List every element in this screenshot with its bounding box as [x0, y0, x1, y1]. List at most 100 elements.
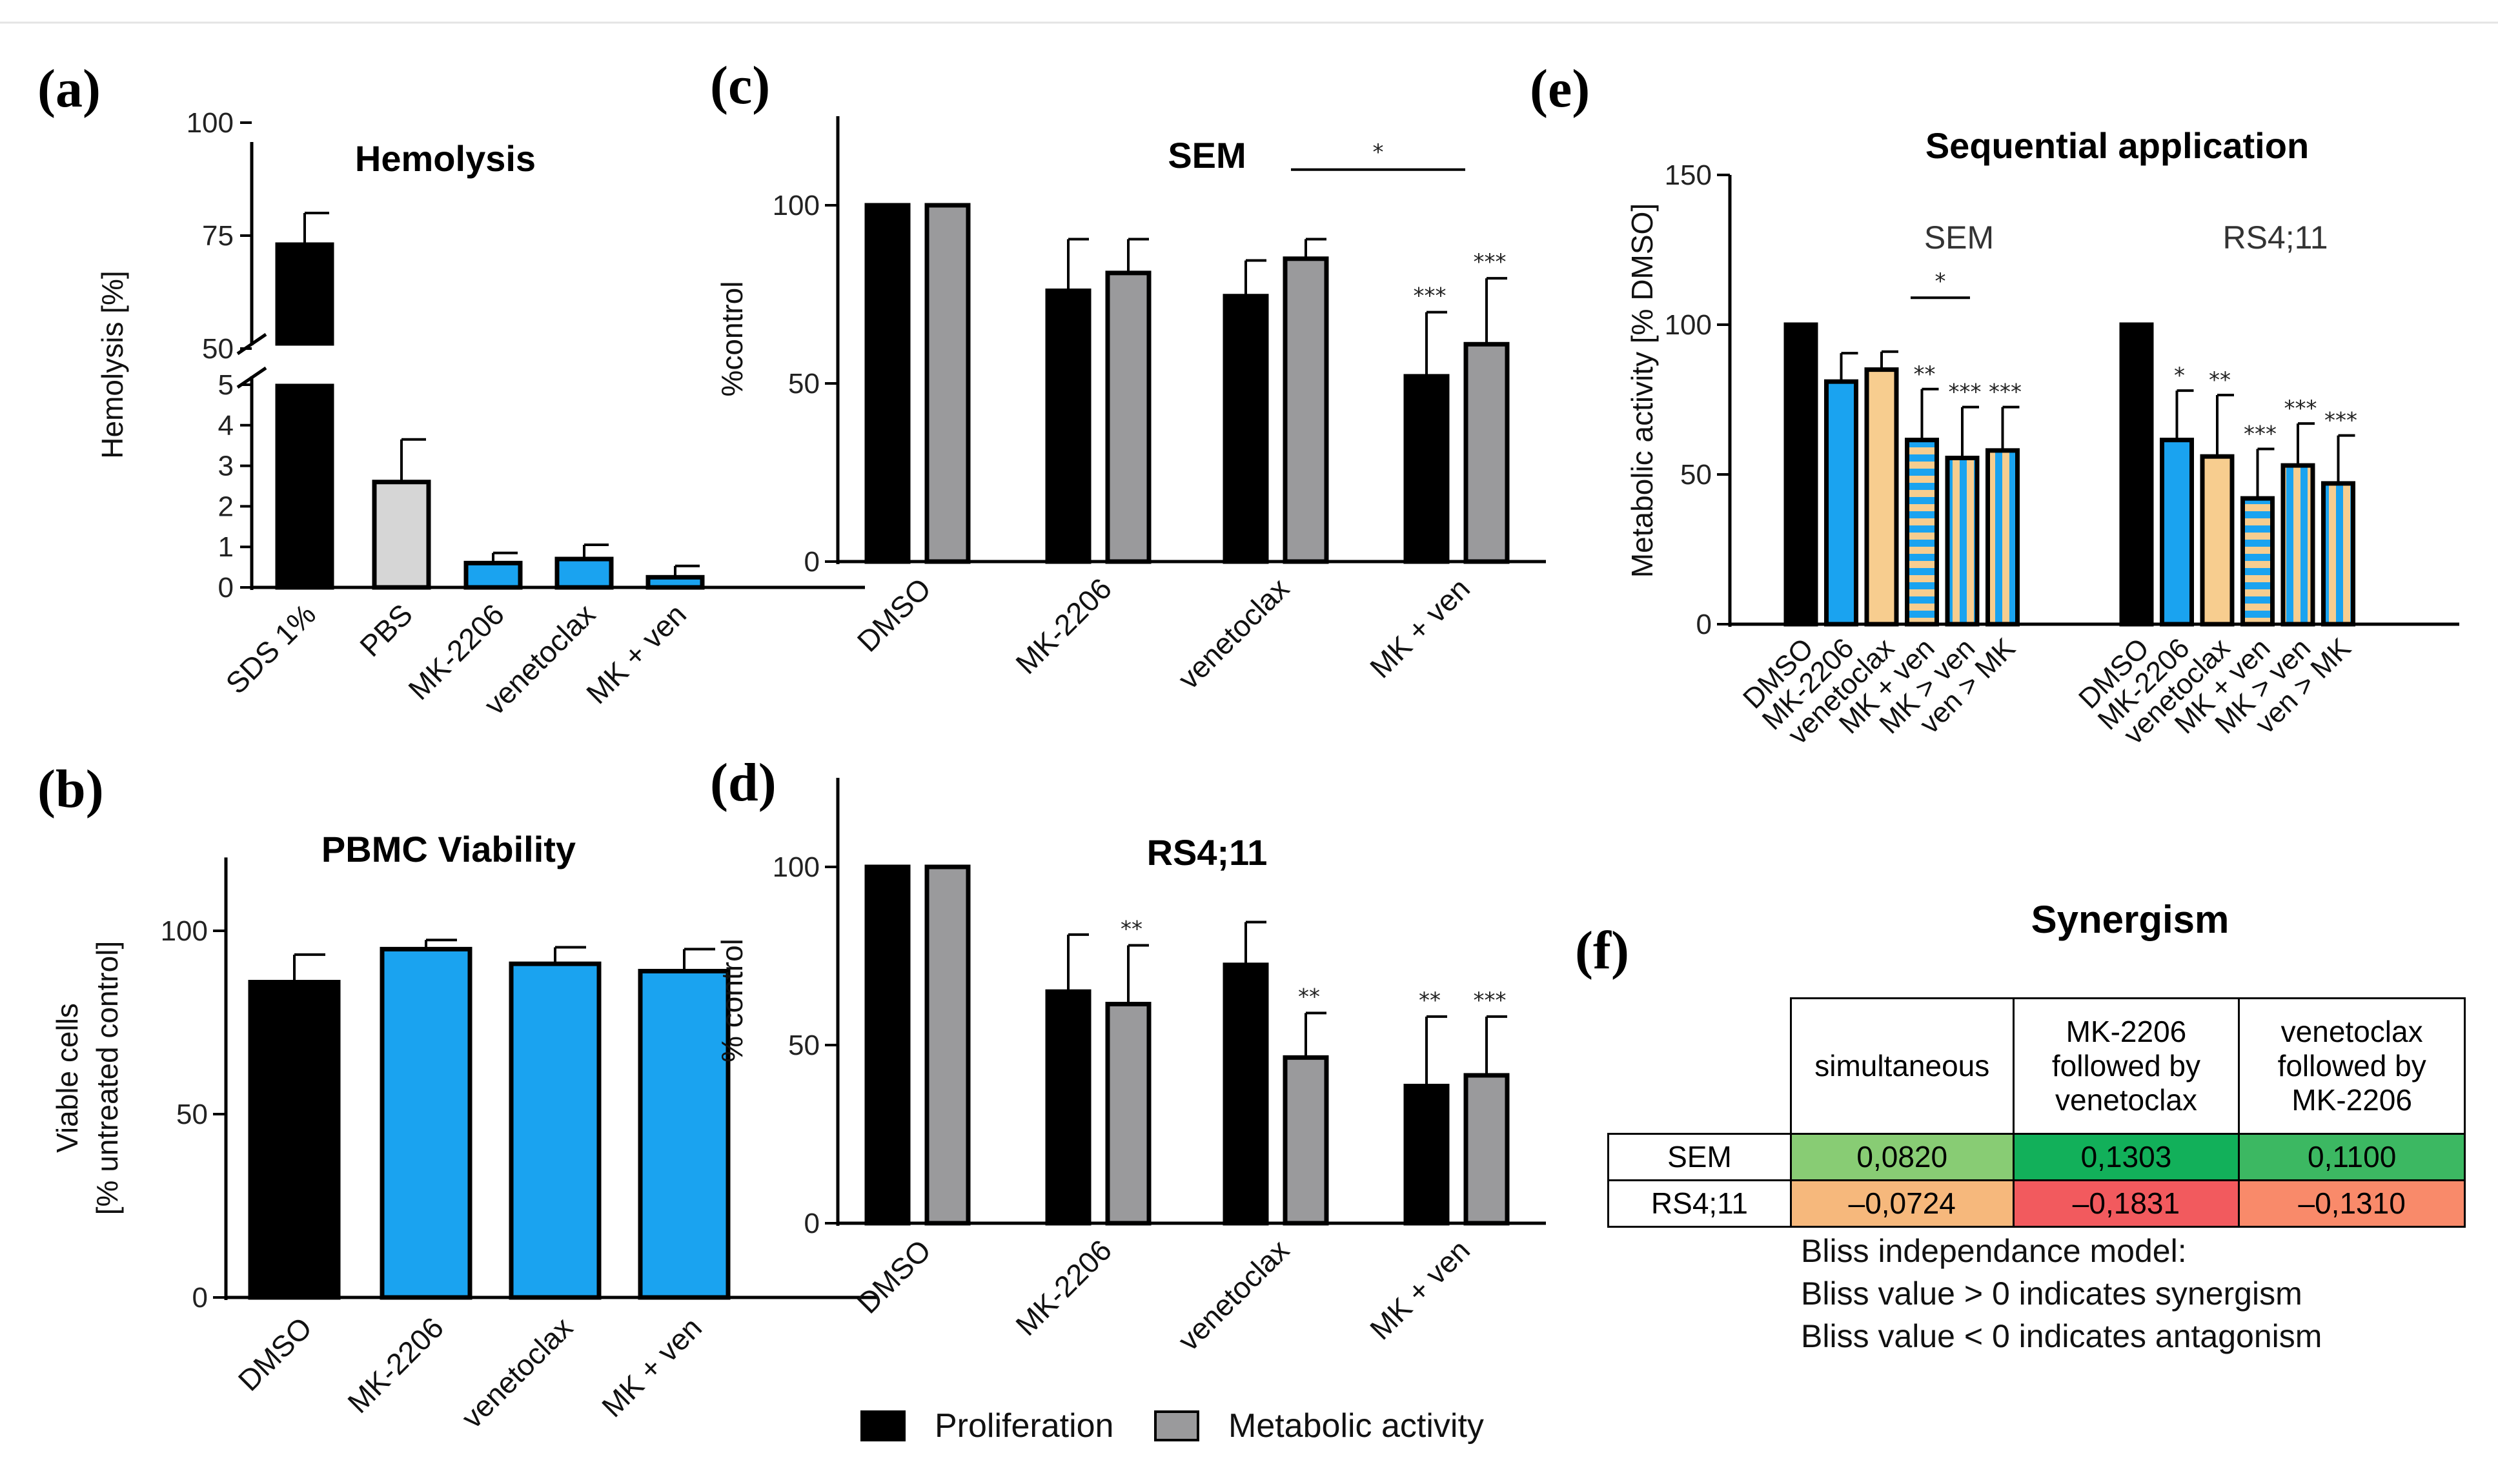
panel-label: (a)	[37, 59, 101, 119]
tick-label: venetoclax	[1172, 571, 1295, 695]
bar	[1985, 448, 2020, 627]
bar	[275, 242, 334, 346]
bar	[2160, 438, 2194, 627]
significance-stars: ***	[2324, 408, 2357, 434]
tick-label: 100	[187, 107, 234, 139]
significance-stars: **	[1121, 916, 1142, 942]
tick-label: PBS	[353, 597, 419, 663]
bar	[1905, 438, 1939, 627]
tick-label: 0	[804, 546, 820, 578]
bar	[380, 946, 472, 1300]
chart-title: Sequential application	[1925, 125, 2309, 166]
significance-stars: *	[2174, 363, 2185, 389]
bar	[2200, 454, 2235, 627]
tick-label: 2	[218, 491, 234, 522]
bar	[509, 961, 602, 1300]
header-text: MK-2206	[2066, 1015, 2187, 1049]
tick-label: 50	[202, 333, 234, 365]
tick-label: 50	[788, 1030, 820, 1061]
bar	[248, 980, 341, 1300]
significance-stars: ***	[1989, 380, 2022, 405]
tick-label: 4	[218, 410, 234, 442]
header-text: followed by	[2051, 1049, 2201, 1083]
bar	[2321, 481, 2355, 627]
panel-label: (d)	[710, 753, 777, 813]
bar	[1105, 270, 1152, 564]
panel-c: (c) SEM 0 50 100 %control *** *** DMSO MK-2206 ven…	[710, 56, 1546, 696]
bar	[1403, 1083, 1450, 1226]
chart-title: PBMC Viability	[321, 829, 576, 869]
bar	[1463, 1073, 1510, 1226]
tick-label: 1	[218, 531, 234, 563]
row-label: SEM	[1607, 1133, 1792, 1181]
chart-title: Hemolysis	[355, 138, 536, 179]
significance-stars: ***	[1414, 283, 1447, 309]
bar	[1283, 256, 1329, 564]
header-text: venetoclax	[2280, 1015, 2423, 1049]
bar	[1223, 962, 1269, 1226]
tick-label: 50	[1680, 459, 1712, 491]
bar	[1403, 374, 1450, 564]
bar	[2240, 496, 2275, 627]
tick-label: venetoclax	[1172, 1233, 1295, 1357]
tick-label: 100	[773, 851, 820, 883]
panel-e: (e) Sequential application 0 50 100 150Metabo…	[1530, 59, 2459, 751]
tick-label: 0	[1696, 609, 1712, 640]
tick-label: 50	[788, 368, 820, 400]
bar	[1223, 294, 1269, 564]
significance-stars: ***	[1474, 249, 1507, 275]
bar	[924, 864, 971, 1226]
legend-label: Proliferation	[935, 1407, 1113, 1445]
bar	[1864, 367, 1899, 627]
tick-label: 0	[192, 1282, 208, 1314]
bar	[554, 556, 614, 590]
bar	[2119, 322, 2154, 627]
tick-label: MK + ven	[1363, 1233, 1476, 1346]
panel-label: (e)	[1530, 59, 1590, 119]
value-cell: 0,1303	[2012, 1133, 2240, 1181]
group-label: RS4;11	[2222, 219, 2328, 256]
value-cell: 0,1100	[2238, 1133, 2466, 1181]
synergism-table: simultaneous MK-2206 followed by venetocla…	[1607, 997, 2466, 1228]
header-text: MK-2206	[2291, 1083, 2412, 1117]
note-line: Bliss independance model:	[1801, 1233, 2187, 1269]
tick-label: venetoclax	[455, 1310, 579, 1434]
panel-b: (b) PBMC Viability 0 50 100 Viable cells [% un…	[37, 759, 878, 1435]
legend-label: Metabolic activity	[1228, 1407, 1484, 1445]
tick-label: 50	[176, 1099, 208, 1130]
tick-label: 0	[218, 572, 234, 604]
note-line: Bliss value < 0 indicates antagonism	[1801, 1318, 2322, 1354]
bar	[864, 864, 911, 1226]
bar	[1783, 322, 1818, 627]
panel-label: (c)	[710, 56, 770, 116]
value-cell: 0,0820	[1789, 1133, 2015, 1181]
significance-stars: **	[1298, 984, 1320, 1010]
tick-label: 150	[1665, 159, 1712, 191]
tick-label: 5	[218, 369, 234, 401]
y-axis-label: Hemolysis [%]	[96, 270, 129, 458]
tick-label: DMSO	[232, 1310, 318, 1397]
bar	[645, 574, 705, 590]
axis-break	[236, 332, 267, 356]
value-cell: –0,1310	[2238, 1179, 2466, 1228]
header-cell: venetoclax followed by MK-2206	[2238, 997, 2466, 1135]
bar	[275, 383, 334, 590]
note-line: Bliss value > 0 indicates synergism	[1801, 1276, 2302, 1312]
header-cell: simultaneous	[1789, 997, 2015, 1135]
bar	[463, 560, 523, 590]
value-cell: –0,1831	[2012, 1179, 2240, 1228]
legend-swatch	[860, 1410, 906, 1441]
tick-label: MK-2206	[1009, 571, 1118, 680]
significance-stars: *	[1373, 139, 1384, 165]
bar	[2280, 463, 2315, 627]
table-row: RS4;11 –0,0724 –0,1831 –0,1310	[1607, 1179, 2466, 1228]
group-label: SEM	[1924, 219, 1994, 256]
bar	[1045, 288, 1092, 564]
significance-stars: ***	[2284, 396, 2317, 422]
significance-stars: ***	[2244, 422, 2277, 447]
bar	[1283, 1055, 1329, 1226]
bar	[924, 203, 971, 564]
y-axis-label: %control	[715, 281, 749, 397]
header-text: simultaneous	[1814, 1049, 1990, 1083]
